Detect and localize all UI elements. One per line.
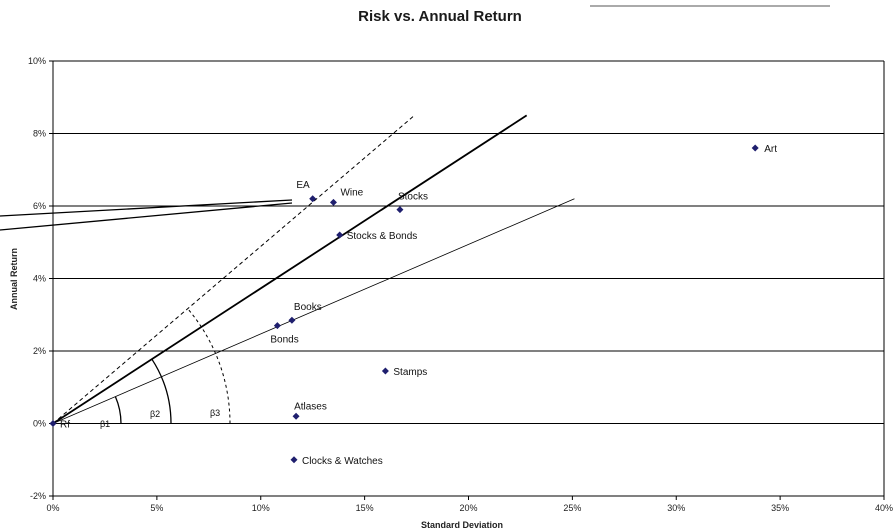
- point-label-stocks-bonds: Stocks & Bonds: [347, 231, 418, 242]
- y-axis-ticks: -2% 0% 2% 4% 6% 8% 10%: [28, 56, 53, 501]
- x-tick-label: 0%: [46, 503, 59, 513]
- y-tick-label: 4%: [33, 274, 46, 284]
- y-tick-label: 8%: [33, 129, 46, 139]
- point-clocks-watches: [290, 456, 298, 464]
- point-label-atlases: Atlases: [294, 401, 327, 412]
- y-tick-label: 10%: [28, 56, 46, 66]
- beta2-arc: [151, 358, 172, 424]
- point-stocks-bonds: [336, 231, 344, 239]
- point-stocks: [396, 206, 404, 214]
- chart-title: Risk vs. Annual Return: [358, 8, 522, 25]
- x-axis-label: Standard Deviation: [421, 520, 503, 530]
- grid-lines: [53, 60, 884, 497]
- point-label-stocks: Stocks: [398, 192, 428, 203]
- x-tick-label: 5%: [150, 503, 163, 513]
- x-tick-label: 35%: [771, 503, 789, 513]
- left-callout-line-2: [0, 202, 293, 231]
- beta1-arc: [114, 396, 122, 424]
- x-tick-label: 20%: [459, 503, 477, 513]
- beta-label-3: β3: [210, 408, 220, 418]
- point-atlases: [292, 412, 300, 420]
- x-axis-ticks: 0% 5% 10% 15% 20% 25% 30% 35% 40%: [46, 496, 893, 513]
- point-ea: [309, 195, 317, 203]
- point-stamps: [381, 367, 389, 375]
- point-label-wine: Wine: [340, 187, 363, 198]
- x-tick-label: 15%: [356, 503, 374, 513]
- beta-label-2: β2: [150, 409, 160, 419]
- point-label-art: Art: [764, 144, 777, 155]
- point-bonds: [273, 322, 281, 330]
- x-tick-label: 25%: [563, 503, 581, 513]
- point-label-clocks-watches: Clocks & Watches: [302, 456, 383, 467]
- point-books: [288, 316, 296, 324]
- capital-allocation-lines: [52, 114, 575, 425]
- beta3-arc: [187, 308, 231, 424]
- point-label-ea: EA: [296, 180, 310, 191]
- y-tick-label: 0%: [33, 419, 46, 429]
- left-callout-line-1: [0, 199, 293, 217]
- y-tick-label: 2%: [33, 346, 46, 356]
- ray-line-solid-bold: [52, 114, 528, 425]
- x-tick-label: 10%: [252, 503, 270, 513]
- angle-arcs: β1 β2 β3: [100, 308, 231, 429]
- point-label-books: Books: [294, 302, 322, 313]
- y-tick-label: -2%: [30, 491, 46, 501]
- point-rf: [49, 420, 57, 427]
- ray-line-solid-thin: [52, 198, 575, 424]
- x-tick-label: 30%: [667, 503, 685, 513]
- point-wine: [329, 198, 337, 206]
- point-label-rf: Rf: [60, 420, 70, 431]
- beta-label-1: β1: [100, 419, 110, 429]
- ray-line-dashed: [52, 114, 415, 424]
- point-label-bonds: Bonds: [270, 335, 298, 346]
- y-axis-label: Annual Return: [9, 248, 19, 310]
- x-tick-label: 40%: [875, 503, 893, 513]
- point-art: [751, 144, 759, 152]
- y-tick-label: 6%: [33, 201, 46, 211]
- data-points: Rf EA Wine Stocks Stocks & Bonds Books Bonds St…: [49, 144, 777, 467]
- point-label-stamps: Stamps: [393, 367, 427, 378]
